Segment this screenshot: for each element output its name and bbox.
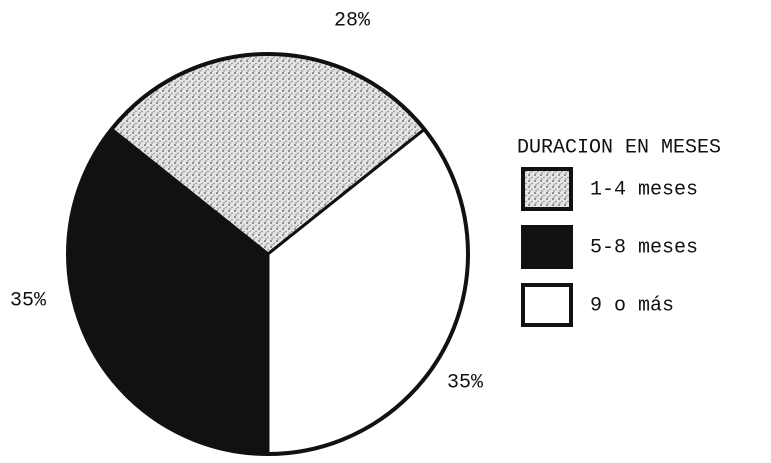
legend-label: 1-4 meses bbox=[590, 178, 698, 201]
legend-swatch bbox=[521, 225, 573, 269]
legend-label: 5-8 meses bbox=[590, 236, 698, 259]
legend-swatch bbox=[521, 283, 573, 327]
data-label: 28% bbox=[334, 9, 371, 32]
pie-outline bbox=[66, 52, 470, 456]
legend-label: 9 o más bbox=[590, 294, 674, 317]
legend-title: DURACION EN MESES bbox=[517, 136, 721, 159]
data-label: 35% bbox=[10, 289, 47, 312]
legend-swatch bbox=[521, 167, 573, 211]
data-label: 35% bbox=[447, 371, 484, 394]
